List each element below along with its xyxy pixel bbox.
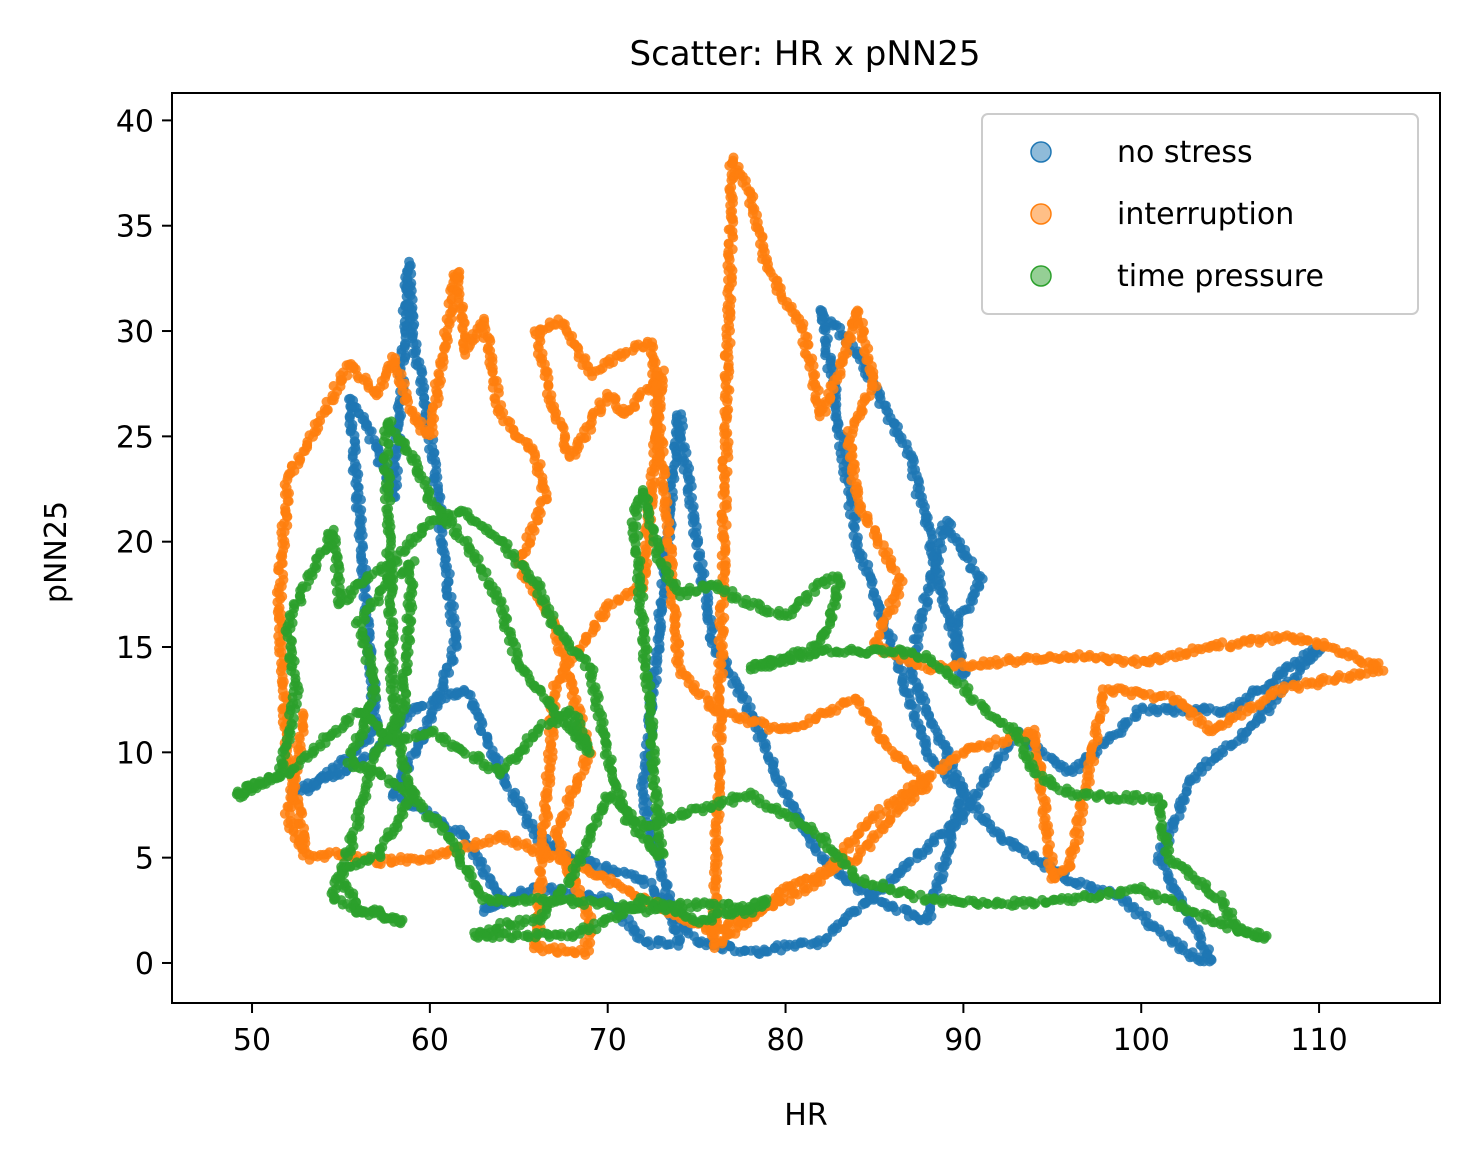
data-point bbox=[676, 434, 687, 445]
data-point bbox=[921, 704, 932, 715]
data-point bbox=[891, 906, 902, 917]
data-point bbox=[938, 869, 949, 880]
data-point bbox=[947, 628, 958, 639]
data-point bbox=[956, 811, 967, 822]
chart-title: Scatter: HR x pNN25 bbox=[630, 34, 981, 74]
data-point bbox=[897, 665, 908, 676]
data-point bbox=[407, 302, 418, 313]
data-point bbox=[965, 596, 976, 607]
data-point bbox=[589, 620, 600, 631]
data-point bbox=[745, 702, 756, 713]
data-points bbox=[231, 152, 1389, 967]
data-point bbox=[459, 831, 470, 842]
data-point bbox=[364, 426, 375, 436]
data-point bbox=[716, 599, 727, 610]
data-point bbox=[688, 501, 699, 512]
data-point bbox=[691, 540, 702, 551]
data-point bbox=[358, 591, 369, 602]
data-point bbox=[446, 591, 457, 602]
data-point bbox=[487, 367, 498, 378]
data-point bbox=[1182, 916, 1193, 927]
data-point bbox=[718, 668, 729, 679]
data-point bbox=[820, 325, 831, 336]
data-point bbox=[866, 579, 877, 590]
data-point bbox=[917, 622, 927, 633]
data-point bbox=[693, 551, 704, 562]
data-point bbox=[742, 694, 753, 705]
data-point bbox=[444, 568, 455, 579]
data-point bbox=[849, 523, 860, 533]
data-point bbox=[352, 503, 363, 513]
